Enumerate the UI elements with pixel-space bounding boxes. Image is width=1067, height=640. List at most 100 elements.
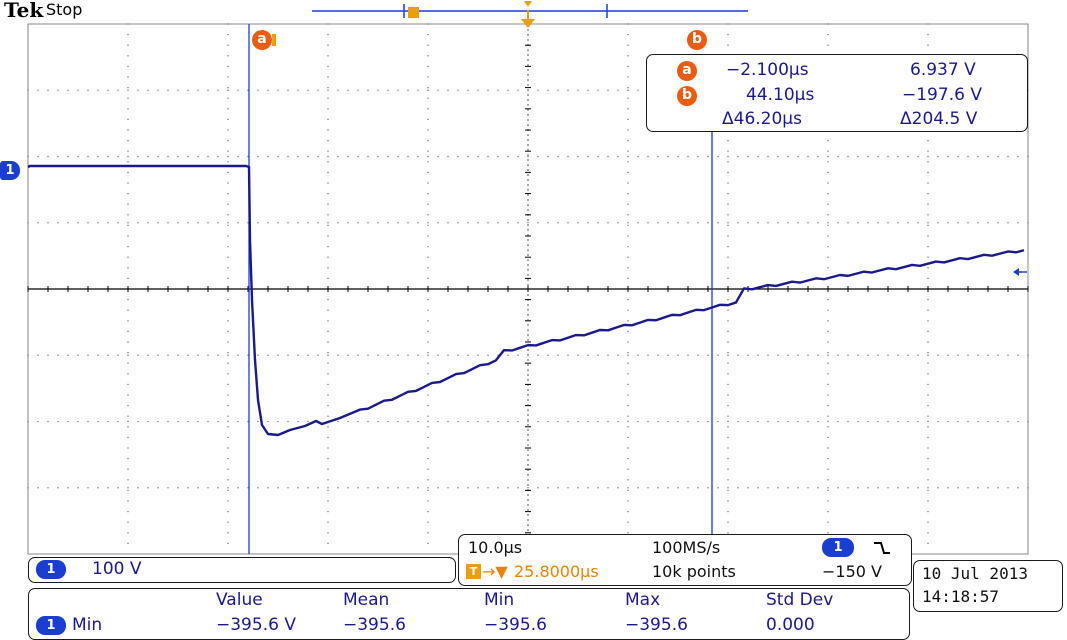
grid-dot (177, 155, 179, 158)
grid-dot (287, 354, 289, 356)
grid-dot (327, 458, 329, 460)
grid-dot (927, 214, 929, 216)
grid-dot (927, 341, 929, 343)
grid-dot (767, 487, 769, 489)
cursor-delta-time: Δ46.20μs (722, 109, 802, 129)
grid-dot (327, 161, 329, 163)
grid-dot (477, 487, 479, 489)
record-overview-bar (312, 1, 748, 18)
grid-dot (427, 97, 429, 99)
grid-dot (727, 34, 729, 36)
grid-dot (927, 436, 929, 438)
channel-1-ground-marker[interactable]: 1 (0, 161, 20, 180)
grid-dot (37, 155, 39, 158)
grid-dot (557, 155, 559, 158)
grid-dot (597, 420, 599, 423)
grid-dot (37, 420, 39, 423)
grid-dot (797, 222, 799, 224)
grid-dot (227, 224, 229, 226)
grid-dot (867, 222, 869, 224)
grid-dot (817, 354, 819, 356)
grid-dot (227, 320, 229, 322)
grid-dot (427, 320, 429, 322)
grid-dot (227, 34, 229, 36)
grid-dot (827, 44, 829, 46)
grid-dot (427, 394, 429, 396)
grid-dot (497, 487, 499, 489)
grid-dot (127, 277, 129, 279)
grid-dot (927, 182, 929, 184)
grid-dot (927, 420, 929, 423)
falling-edge-icon (874, 542, 890, 554)
grid-dot (727, 436, 729, 438)
channel-scale-panel[interactable] (28, 557, 456, 583)
grid-dot (827, 354, 829, 356)
cursor-a-marker[interactable]: a (252, 30, 272, 50)
grid-dot (867, 487, 869, 489)
grid-dot (847, 420, 849, 423)
grid-dot (127, 171, 129, 173)
grid-dot (387, 487, 389, 489)
grid-dot (727, 150, 729, 152)
grid-dot (597, 89, 599, 91)
grid-dot (127, 354, 129, 356)
grid-dot (277, 155, 279, 158)
grid-dot (47, 89, 49, 91)
grid-dot (127, 394, 129, 396)
grid-dot (987, 487, 989, 489)
grid-dot (747, 354, 749, 356)
grid-dot (997, 222, 999, 224)
grid-dot (927, 23, 929, 25)
grid-dot (127, 65, 129, 67)
grid-dot (37, 354, 39, 356)
cursor-b-marker[interactable]: b (687, 30, 707, 50)
grid-dot (227, 436, 229, 438)
grid-dot (307, 89, 309, 91)
grid-dot (877, 222, 879, 224)
grid-dot (967, 222, 969, 224)
acquisition-state: Stop (46, 0, 83, 19)
grid-dot (227, 267, 229, 269)
grid-dot (627, 129, 629, 131)
grid-dot (847, 222, 849, 224)
grid-dot (887, 420, 889, 423)
grid-dot (127, 405, 129, 407)
grid-dot (327, 76, 329, 78)
grid-dot (727, 487, 729, 489)
grid-dot (867, 155, 869, 158)
grid-dot (127, 97, 129, 99)
grid-dot (987, 222, 989, 224)
grid-dot (817, 222, 819, 224)
grid-dot (887, 354, 889, 356)
grid-dot (227, 23, 229, 25)
grid-dot (537, 420, 539, 423)
grid-dot (127, 532, 129, 534)
grid-dot (257, 487, 259, 489)
grid-dot (327, 415, 329, 417)
grid-dot (127, 140, 129, 142)
grid-dot (627, 415, 629, 417)
grid-dot (367, 354, 369, 356)
grid-dot (37, 222, 39, 224)
grid-dot (317, 222, 319, 224)
grid-dot (627, 118, 629, 120)
measurement-channel-badge: 1 (36, 616, 66, 635)
grid-dot (557, 222, 559, 224)
grid-dot (787, 420, 789, 423)
grid-dot (627, 487, 629, 489)
grid-dot (397, 222, 399, 224)
grid-dot (797, 354, 799, 356)
grid-dot (287, 155, 289, 158)
grid-dot (187, 155, 189, 158)
grid-dot (307, 354, 309, 356)
grid-dot (567, 155, 569, 158)
grid-dot (287, 420, 289, 423)
grid-dot (47, 354, 49, 356)
grid-dot (177, 89, 179, 91)
grid-dot (337, 487, 339, 489)
measurement-panel[interactable] (28, 588, 910, 640)
grid-dot (477, 89, 479, 91)
grid-dot (627, 182, 629, 184)
grid-dot (627, 521, 629, 523)
